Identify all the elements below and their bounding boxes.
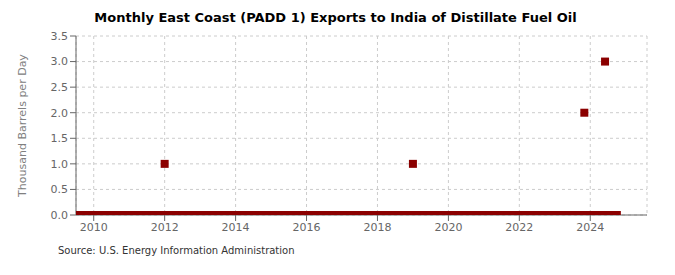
svg-text:2.0: 2.0	[51, 107, 69, 120]
svg-text:1.0: 1.0	[51, 158, 69, 171]
html-text:Source: U.S. Energy Informatio: Source: U.S. Energy Information Administ…	[58, 245, 295, 256]
svg-text:2012: 2012	[151, 221, 179, 234]
svg-text:2018: 2018	[363, 221, 391, 234]
svg-text:3.5: 3.5	[51, 30, 69, 43]
svg-text:2016: 2016	[293, 221, 321, 234]
svg-text:2010: 2010	[80, 221, 108, 234]
svg-text:Thousand Barrels per Day: Thousand Barrels per Day	[16, 54, 29, 198]
svg-text:2.5: 2.5	[51, 81, 69, 94]
svg-text:2022: 2022	[505, 221, 533, 234]
html-text:Monthly East Coast (PADD 1) Ex: Monthly East Coast (PADD 1) Exports to I…	[94, 10, 577, 25]
svg-text:3.0: 3.0	[51, 55, 69, 68]
svg-text:0.5: 0.5	[51, 183, 69, 196]
svg-text:0.0: 0.0	[51, 209, 69, 222]
svg-text:2020: 2020	[434, 221, 462, 234]
svg-text:1.5: 1.5	[51, 132, 69, 145]
svg-text:2024: 2024	[576, 221, 604, 234]
svg-text:2014: 2014	[222, 221, 250, 234]
